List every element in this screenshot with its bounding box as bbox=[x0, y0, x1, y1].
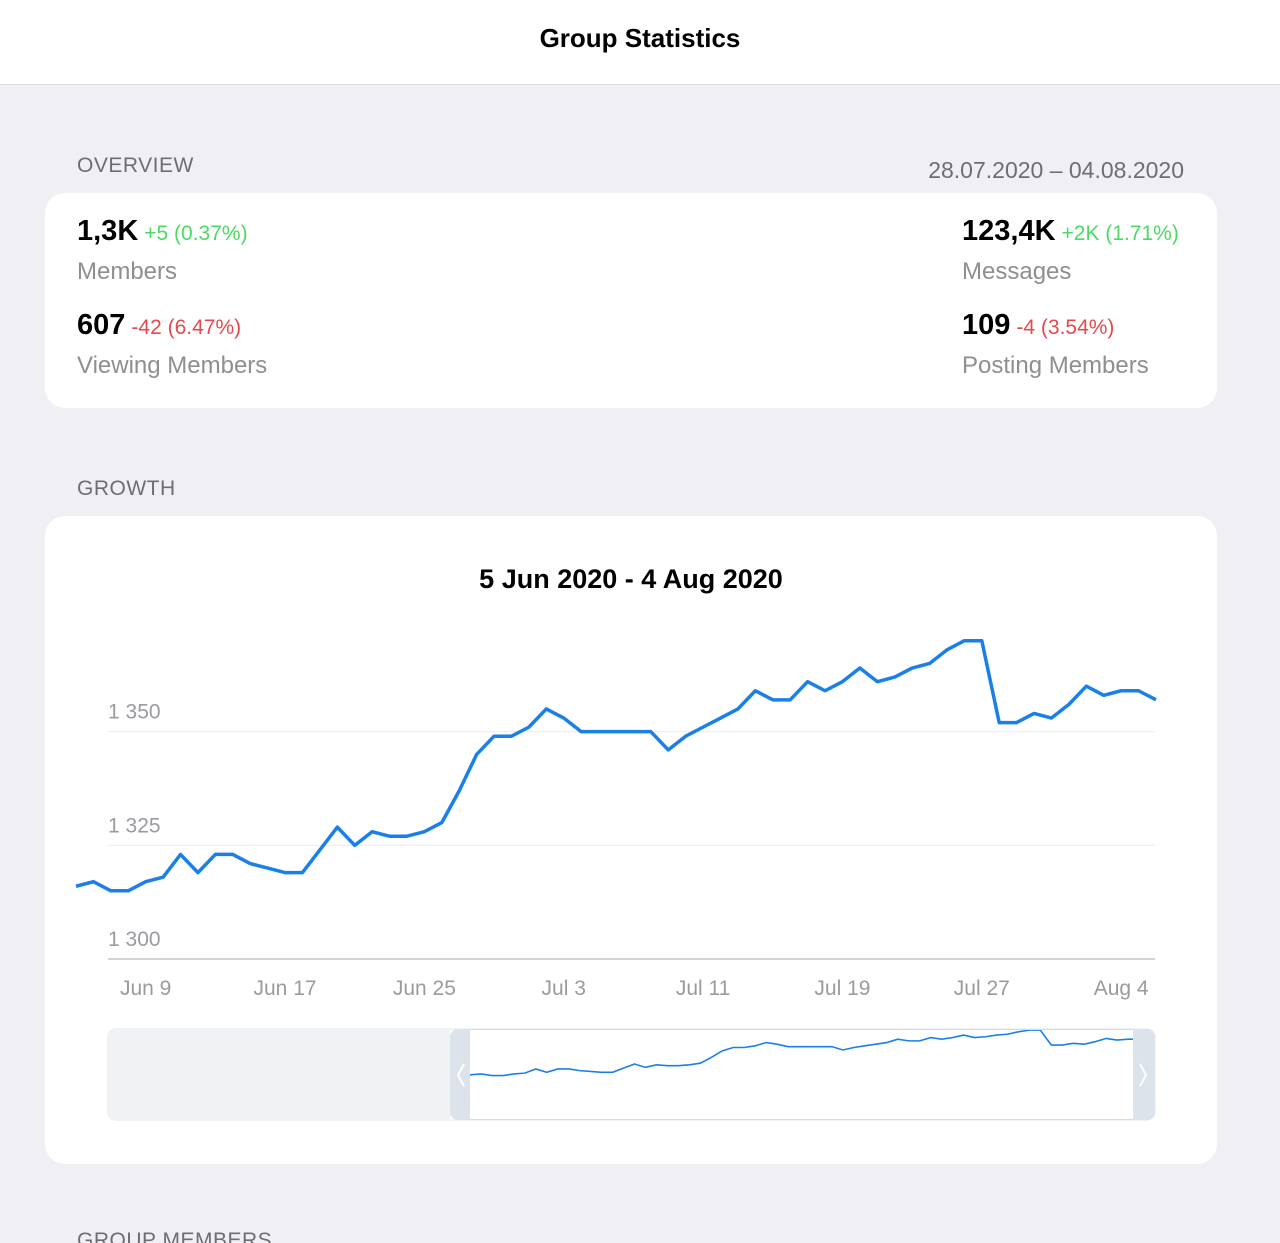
stat-label: Members bbox=[77, 258, 178, 285]
y-tick-label: 1 325 bbox=[108, 814, 161, 837]
x-tick-label: Jul 11 bbox=[676, 977, 730, 1000]
navigator-handle[interactable] bbox=[1133, 1029, 1155, 1120]
stat-value: 123,4K bbox=[962, 215, 1056, 247]
x-tick-label: Aug 4 bbox=[1094, 977, 1149, 1000]
x-tick-label: Jul 19 bbox=[814, 977, 870, 1000]
navigator-line bbox=[469, 1029, 1151, 1077]
stat-value: 607 bbox=[77, 309, 126, 341]
navigator-handle[interactable] bbox=[450, 1029, 470, 1120]
x-tick-label: Jun 9 bbox=[120, 977, 171, 1000]
stat-label: Viewing Members bbox=[77, 352, 268, 379]
stat: 1,3K +5 (0.37%) Members bbox=[77, 215, 248, 286]
page-title: Group Statistics bbox=[539, 23, 741, 53]
stat-change: -42 (6.47%) bbox=[131, 316, 242, 339]
x-tick-label: Jun 25 bbox=[393, 977, 456, 1000]
handle-chevron bbox=[1139, 1063, 1148, 1087]
stat-value: 109 bbox=[962, 309, 1011, 341]
nav-bar: Group Statistics bbox=[0, 0, 1280, 85]
y-tick-label: 1 350 bbox=[108, 701, 161, 724]
section-label: GROWTH bbox=[77, 477, 176, 500]
overview-card: 1,3K +5 (0.37%) Members 123,4K +2K (1.71%)… bbox=[45, 193, 1217, 408]
x-tick-label: Jul 27 bbox=[954, 977, 1010, 1000]
stat-label: Posting Members bbox=[962, 352, 1149, 379]
stat: 607 -42 (6.47%) Viewing Members bbox=[77, 309, 267, 380]
handle-chevron bbox=[456, 1063, 465, 1087]
section-label: OVERVIEW bbox=[77, 154, 194, 177]
y-tick-label: 1 300 bbox=[108, 928, 161, 951]
line bbox=[75, 638, 1157, 893]
section-label: GROUP MEMBERS bbox=[77, 1229, 273, 1243]
period: 28.07.2020 – 04.08.2020 bbox=[928, 157, 1184, 183]
stat: 123,4K +2K (1.71%) Messages bbox=[962, 215, 1179, 286]
stat-change: +5 (0.37%) bbox=[144, 222, 248, 245]
stat-change: -4 (3.54%) bbox=[1016, 316, 1115, 339]
chart-title: 5 Jun 2020 - 4 Aug 2020 bbox=[479, 564, 783, 594]
x-tick-label: Jun 17 bbox=[254, 977, 317, 1000]
stat-label: Messages bbox=[962, 258, 1072, 285]
x-tick-label: Jul 3 bbox=[542, 977, 586, 1000]
stat: 109 -4 (3.54%) Posting Members bbox=[962, 309, 1149, 380]
stat-value: 1,3K bbox=[77, 215, 139, 247]
navigator-mask bbox=[108, 1029, 450, 1120]
stat-change: +2K (1.71%) bbox=[1061, 222, 1179, 245]
